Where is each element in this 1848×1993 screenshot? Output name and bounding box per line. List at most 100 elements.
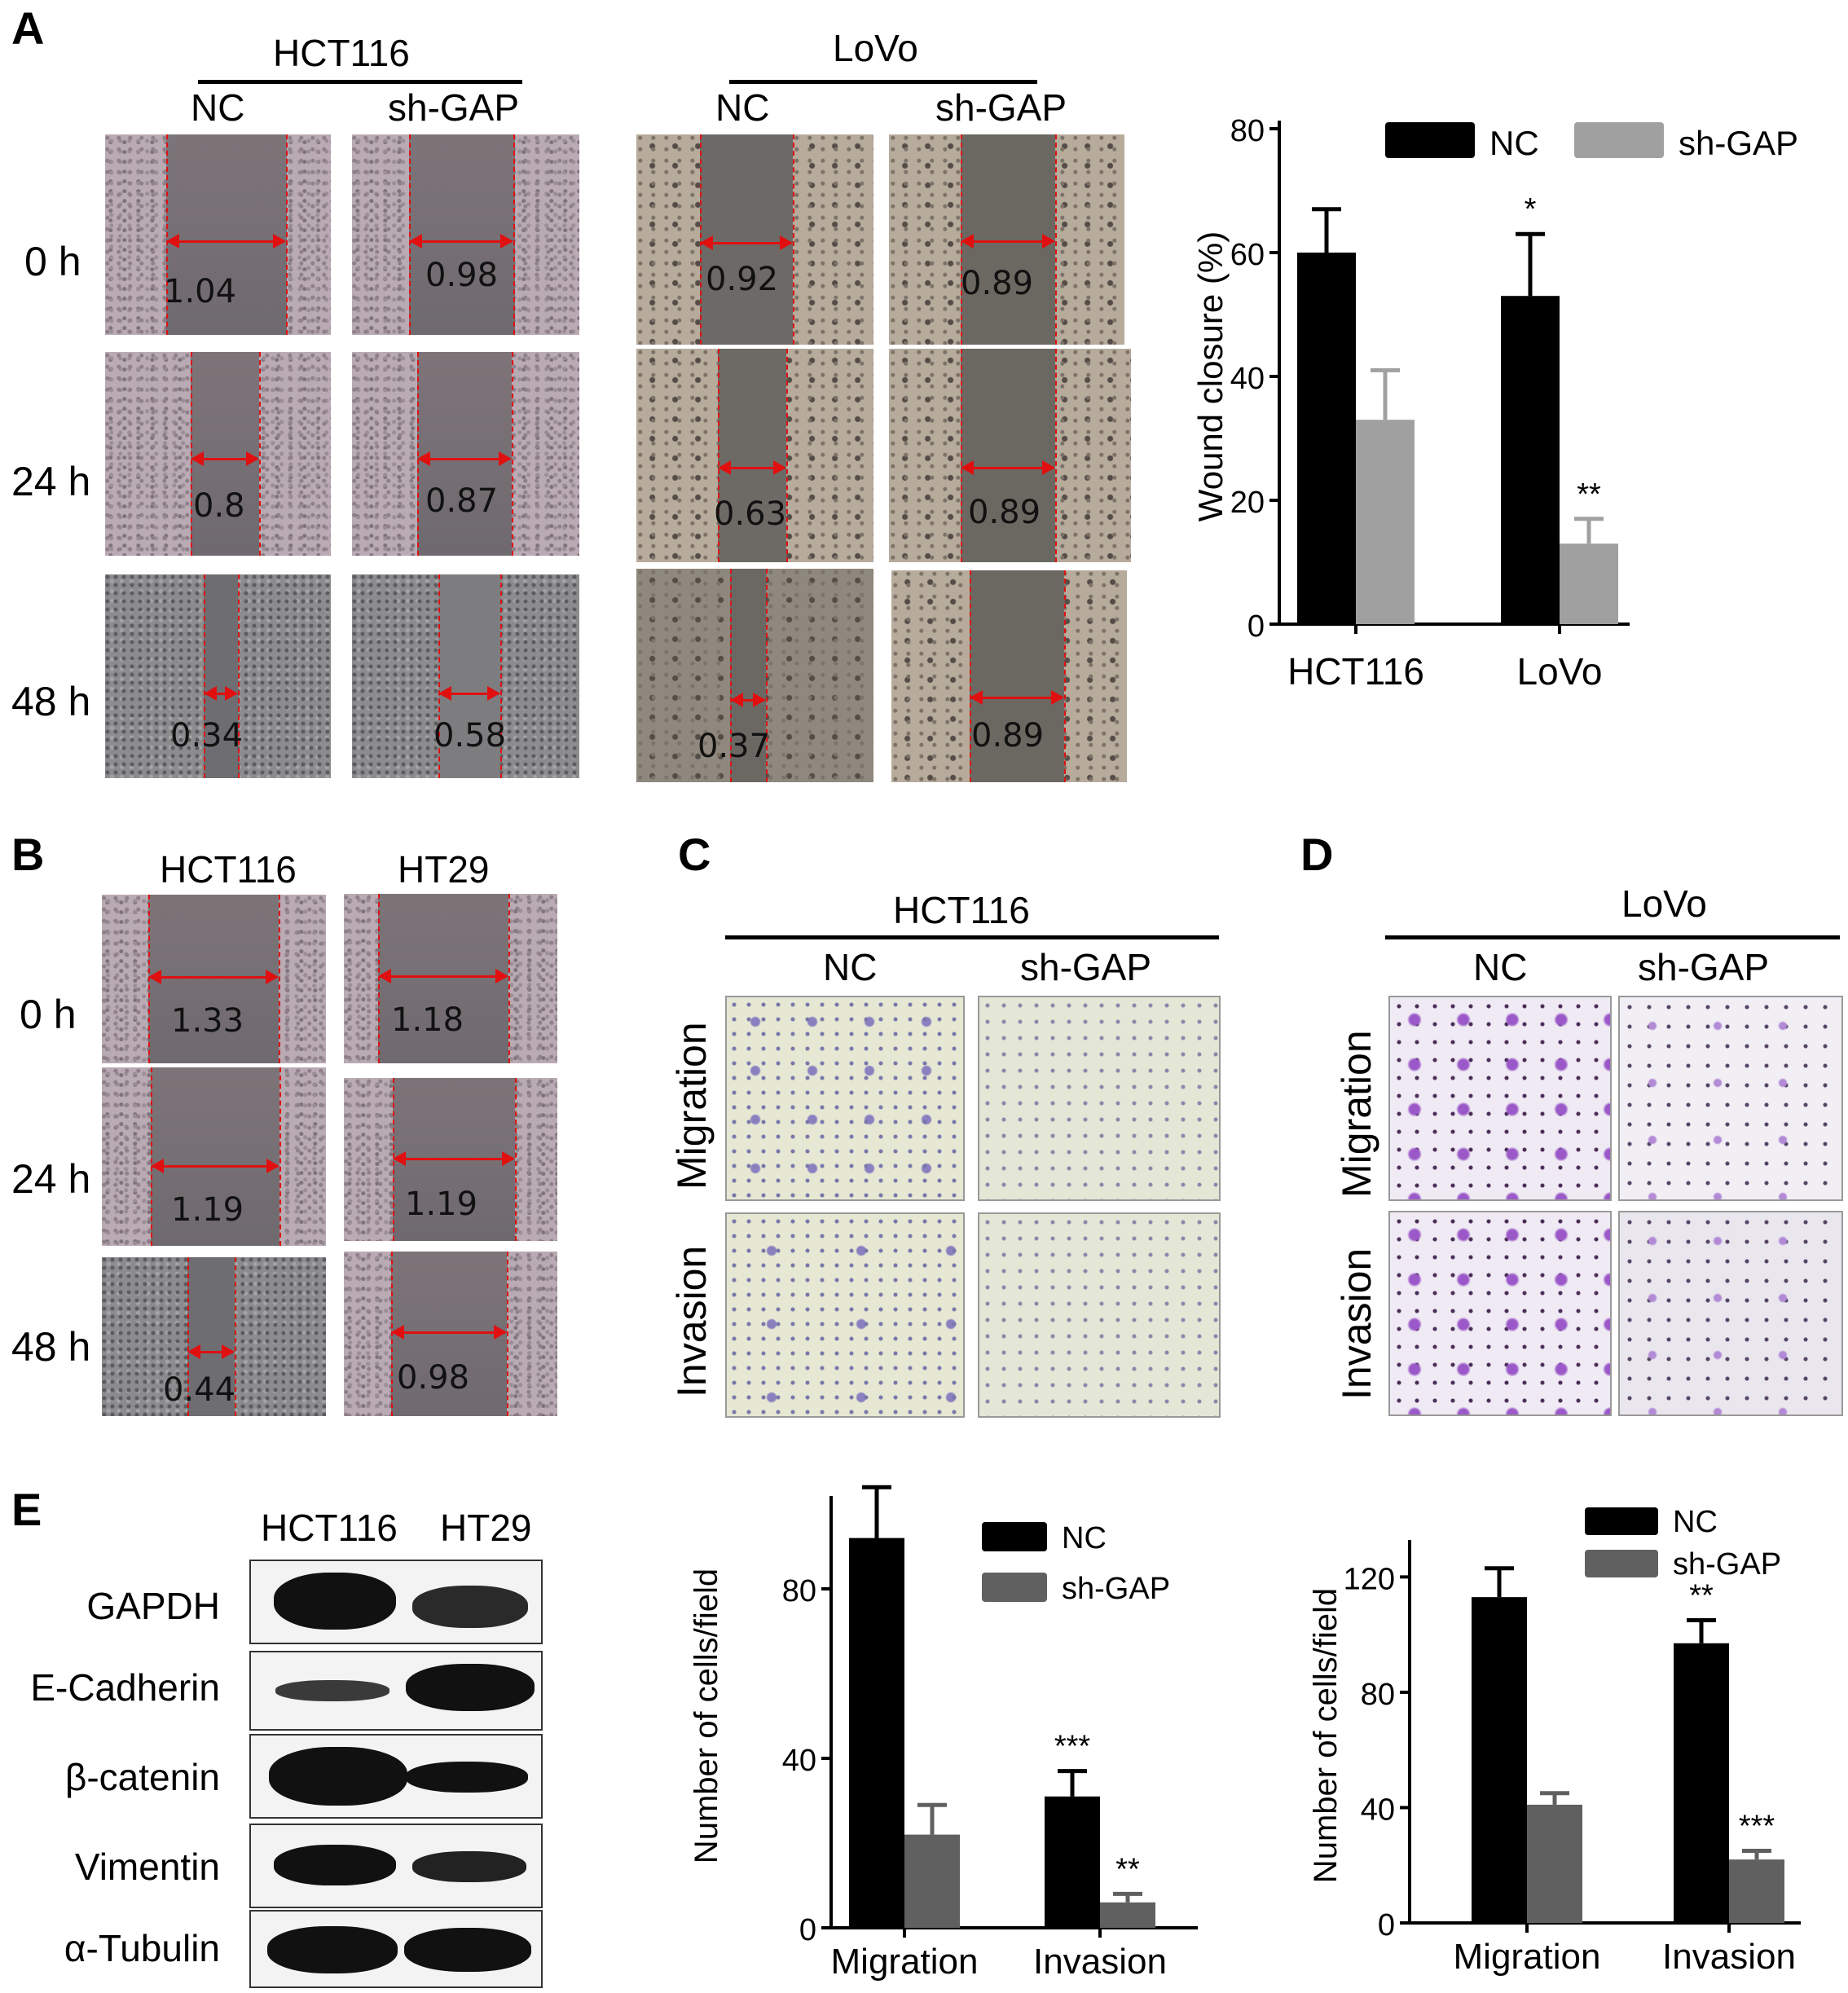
panel-a-hct116-sh-48h-image: 0.58 [352,574,579,778]
panel-a-hct116-line [198,80,522,84]
panel-a-hct116-title: HCT116 [273,32,410,74]
blot-label-e-cadherin: E-Cadherin [30,1666,220,1709]
panel-b-hct116-24h-value: 1.19 [171,1191,244,1229]
lovo-chart-significance-label: ** [1689,1578,1714,1612]
panel-a-lovo-sh-48h-image: 0.89 [891,570,1127,782]
panel-b-ht29-48h-value: 0.98 [397,1359,470,1397]
panel-b-hct116-24h-image: 1.19 [102,1067,326,1246]
wound-chart-category-label: LoVo [1517,650,1603,693]
panel-a-lovo-sh-label: sh-GAP [935,86,1067,129]
blot-vimentin [249,1824,543,1908]
wound-chart-bar-nc-hct116 [1297,253,1356,624]
panel-b-ht29-0h-value: 1.18 [391,1001,464,1039]
panel-a-lovo-nc-48h-value: 0.37 [697,728,771,765]
panel-a-lovo-nc-0h-image: 0.92 [636,134,873,345]
panel-c-invasion-nc-image [725,1212,965,1418]
panel-b-hct116-0h-image: 1.33 [102,895,326,1063]
panel-a-lovo-nc-48h-image: 0.37 [636,569,873,782]
panel-a-hct116-sh-0h-value: 0.98 [425,257,499,294]
panel-d-migration-nc-image [1388,996,1612,1201]
panel-e-hct116-label: HCT116 [261,1507,398,1549]
panel-b-ht29-48h-image: 0.98 [344,1252,557,1416]
wound-chart-category-label: HCT116 [1287,650,1424,693]
panel-b-hct116-48h-value: 0.44 [163,1371,236,1409]
lovo-chart-y-axis-label: Number of cells/field [1308,1588,1344,1883]
panel-d-title: LoVo [1621,882,1707,925]
lovo-chart-y-tick-label: 80 [1361,1678,1395,1712]
hct116-chart-bar-sh-gap-migration [904,1834,960,1928]
hct116-chart-y-tick-label: 80 [782,1574,816,1608]
panel-a-lovo-nc-24h-value: 0.63 [714,495,787,533]
panel-d-migration-label: Migration [1334,1030,1379,1198]
panel-b-time-24h: 24 h [11,1156,91,1202]
wound-chart-significance-label: ** [1577,477,1601,512]
lovo-chart-legend-swatch-sh-gap [1585,1550,1658,1577]
hct116-chart-legend-swatch-sh-gap [982,1573,1047,1602]
lovo-chart-category-label: Migration [1454,1937,1601,1977]
wound-chart-significance-label: * [1525,192,1537,227]
panel-b-hct116-label: HCT116 [160,848,297,891]
lovo-chart-bar-nc-migration [1472,1597,1527,1923]
lovo-chart-bar-sh-gap-invasion [1729,1859,1784,1923]
lovo-chart-bar-nc-invasion [1674,1643,1729,1923]
blot-e-cadherin [249,1651,543,1731]
panel-b-hct116-48h-image: 0.44 [102,1257,326,1416]
panel-a-hct116-nc-24h-value: 0.8 [193,487,245,525]
panel-b-time-0h: 0 h [20,992,77,1037]
lovo-chart-legend-label-nc: NC [1673,1505,1718,1539]
wound-chart-legend-swatch-sh-gap [1574,122,1664,158]
panel-a-lovo-sh-48h-value: 0.89 [971,717,1045,755]
blot-alpha-tubulin [249,1910,543,1988]
blot-label-alpha-tubulin: α-Tubulin [64,1927,220,1969]
panel-c-invasion-label: Invasion [669,1245,715,1397]
panel-label-d: D [1300,829,1334,880]
panel-c-migration-nc-image [725,996,965,1201]
wound-chart-y-tick-label: 40 [1230,362,1265,396]
panel-d-nc-label: NC [1473,946,1528,988]
blot-label-vimentin: Vimentin [74,1846,220,1888]
hct116-chart-category-label: Invasion [1033,1942,1167,1982]
lovo-chart-significance-label: *** [1739,1810,1775,1844]
hct116-chart-bar-nc-migration [849,1538,904,1928]
panel-label-a: A [11,2,45,54]
panel-d-invasion-label: Invasion [1334,1247,1379,1400]
panel-a-hct116-sh-label: sh-GAP [388,86,520,129]
hct116-chart-legend-label-sh-gap: sh-GAP [1062,1572,1170,1606]
panel-label-c: C [678,829,711,880]
panel-b-ht29-24h-image: 1.19 [344,1078,557,1241]
panel-a-lovo-nc-0h-value: 0.92 [706,261,779,298]
panel-a-hct116-nc-24h-image: 0.8 [105,352,331,556]
hct116-chart-legend-label-nc: NC [1062,1521,1107,1555]
panel-a-hct116-nc-label: NC [191,86,245,129]
panel-a-hct116-nc-0h-value: 1.04 [164,273,237,310]
panel-a-time-0h: 0 h [24,239,81,284]
wound-chart-legend-label-nc: NC [1489,124,1539,162]
panel-c-migration-sh-image [978,996,1221,1201]
panel-a-lovo-nc-label: NC [715,86,770,129]
lovo-chart-legend-swatch-nc [1585,1507,1658,1535]
wound-chart-y-tick-label: 20 [1230,486,1265,520]
panel-a-hct116-nc-48h-value: 0.34 [170,717,244,755]
wound-chart-bar-nc-lovo [1501,296,1560,624]
lovo-chart-bar-sh-gap-migration [1527,1804,1582,1923]
lovo-chart-legend-label-sh-gap: sh-GAP [1673,1547,1781,1582]
panel-b-ht29-0h-image: 1.18 [344,894,557,1063]
panel-a-time-24h: 24 h [11,459,91,504]
wound-chart-legend-label-sh-gap: sh-GAP [1679,124,1798,162]
panel-label-e: E [11,1484,42,1535]
panel-a-time-48h: 48 h [11,679,91,724]
wound-chart-legend-swatch-nc [1385,122,1475,158]
panel-a-hct116-nc-0h-image: 1.04 [105,134,331,335]
panel-a-lovo-sh-0h-image: 0.89 [889,134,1124,345]
panel-e-ht29-label: HT29 [440,1507,532,1549]
panel-c-sh-label: sh-GAP [1020,946,1152,988]
panel-d-invasion-nc-image [1388,1211,1612,1416]
hct116-chart-y-tick-label: 0 [799,1913,816,1947]
panel-a-lovo-title: LoVo [833,27,918,69]
lovo-chart-y-tick-label: 120 [1344,1562,1395,1596]
panel-b-hct116-0h-value: 1.33 [171,1002,244,1040]
panel-a-hct116-sh-24h-image: 0.87 [352,352,579,556]
